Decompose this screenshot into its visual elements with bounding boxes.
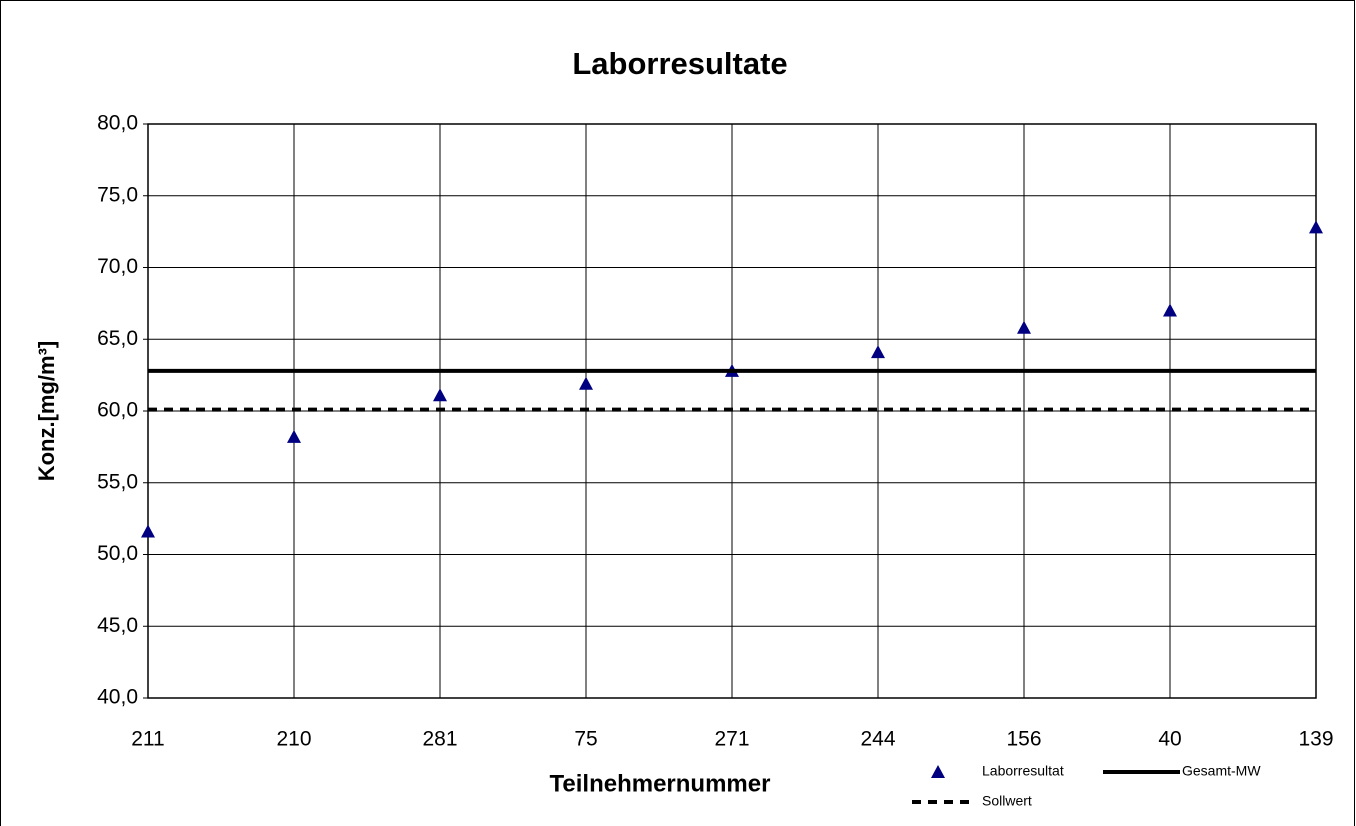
y-tick-label: 70,0 bbox=[97, 255, 138, 278]
y-tick-label: 40,0 bbox=[97, 686, 138, 709]
y-tick-label: 80,0 bbox=[97, 112, 138, 135]
y-tick-label: 60,0 bbox=[97, 399, 138, 422]
legend-label: Laborresultat bbox=[982, 763, 1064, 779]
data-point bbox=[1017, 320, 1031, 334]
y-tick-label: 75,0 bbox=[97, 183, 138, 206]
y-tick-label: 45,0 bbox=[97, 614, 138, 637]
legend-label: Gesamt-MW bbox=[1182, 763, 1261, 779]
data-point bbox=[287, 429, 301, 443]
x-tick-label: 271 bbox=[714, 728, 749, 751]
x-tick-label: 75 bbox=[574, 728, 597, 751]
x-tick-label: 244 bbox=[860, 728, 895, 751]
legend-marker bbox=[931, 765, 945, 778]
y-tick-label: 65,0 bbox=[97, 327, 138, 350]
y-tick-label: 55,0 bbox=[97, 470, 138, 493]
data-point bbox=[579, 376, 593, 390]
data-point bbox=[871, 345, 885, 359]
data-point bbox=[1309, 220, 1323, 234]
y-tick-label: 50,0 bbox=[97, 542, 138, 565]
data-point bbox=[141, 524, 155, 538]
x-tick-label: 281 bbox=[422, 728, 457, 751]
legend-label: Sollwert bbox=[982, 793, 1032, 809]
x-tick-label: 210 bbox=[276, 728, 311, 751]
x-tick-label: 211 bbox=[131, 728, 164, 751]
y-axis-label: Konz.[mg/m³] bbox=[34, 341, 59, 482]
x-tick-label: 156 bbox=[1006, 728, 1041, 751]
data-point bbox=[433, 388, 447, 402]
data-point bbox=[1163, 303, 1177, 317]
x-axis-label: Teilnehmernummer bbox=[550, 770, 771, 797]
x-tick-label: 139 bbox=[1298, 728, 1333, 751]
x-tick-label: 40 bbox=[1158, 728, 1181, 751]
chart-title: Laborresultate bbox=[572, 46, 787, 81]
